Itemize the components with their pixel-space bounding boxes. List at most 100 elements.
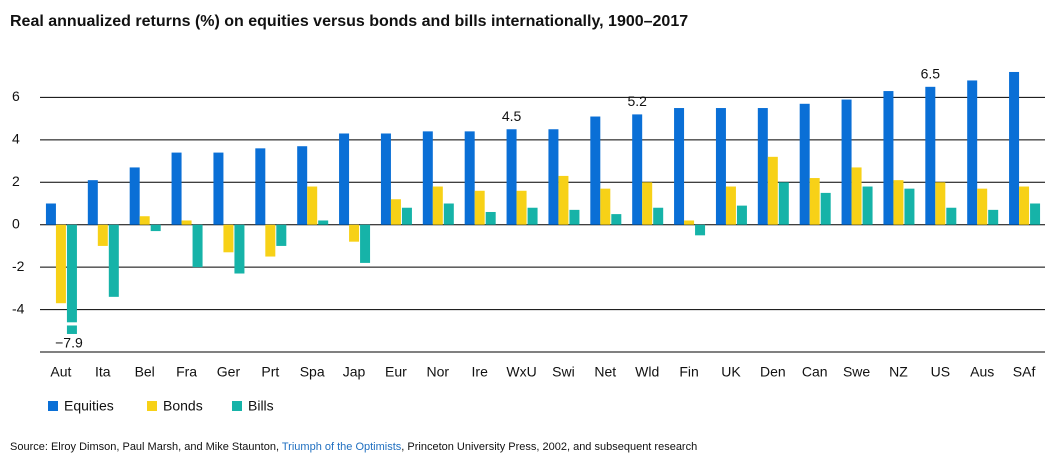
bar bbox=[108, 224, 119, 297]
bar bbox=[97, 224, 108, 246]
bar bbox=[360, 224, 371, 263]
y-tick-label: 0 bbox=[12, 215, 20, 231]
bar bbox=[767, 156, 778, 225]
bar bbox=[674, 108, 685, 225]
bar bbox=[809, 178, 820, 225]
bar bbox=[715, 108, 726, 225]
y-tick-label: 6 bbox=[12, 88, 20, 104]
bar bbox=[642, 182, 653, 225]
bar bbox=[66, 224, 77, 334]
bar bbox=[171, 152, 182, 225]
bar bbox=[548, 129, 559, 225]
x-tick-label: NZ bbox=[889, 364, 908, 380]
bar bbox=[401, 207, 412, 225]
x-tick-label: Fin bbox=[679, 364, 698, 380]
source-prefix: Source: Elroy Dimson, Paul Marsh, and Mi… bbox=[10, 441, 282, 453]
legend-swatch bbox=[48, 401, 58, 411]
y-tick-label: -4 bbox=[12, 300, 25, 316]
bar bbox=[87, 180, 98, 225]
bar bbox=[1030, 203, 1041, 225]
bar bbox=[799, 103, 810, 225]
bar bbox=[558, 175, 569, 225]
data-label: 4.5 bbox=[502, 108, 522, 124]
bar bbox=[223, 224, 234, 253]
source: Source: Elroy Dimson, Paul Marsh, and Mi… bbox=[10, 441, 697, 453]
bar bbox=[883, 91, 894, 225]
data-label: 5.2 bbox=[627, 93, 647, 109]
bar bbox=[736, 205, 747, 225]
x-tick-label: Fra bbox=[176, 364, 197, 380]
bar bbox=[862, 186, 873, 225]
x-tick-label: WxU bbox=[506, 364, 536, 380]
source-link[interactable]: Triumph of the Optimists bbox=[282, 441, 402, 453]
bar bbox=[893, 180, 904, 225]
legend-swatch bbox=[147, 401, 157, 411]
bar bbox=[129, 167, 140, 225]
bar bbox=[506, 129, 517, 225]
x-tick-label: Eur bbox=[385, 364, 407, 380]
bar bbox=[55, 224, 66, 304]
bar bbox=[474, 190, 485, 225]
bar bbox=[432, 186, 443, 225]
bar bbox=[925, 86, 936, 225]
data-label: 6.5 bbox=[921, 66, 941, 82]
bar bbox=[150, 224, 161, 232]
x-tick-label: Ire bbox=[472, 364, 489, 380]
legend-label: Bonds bbox=[163, 398, 203, 414]
bar bbox=[632, 114, 643, 225]
x-tick-label: Aut bbox=[50, 364, 71, 380]
x-tick-label: Can bbox=[802, 364, 828, 380]
bar bbox=[757, 108, 768, 225]
bar bbox=[139, 216, 150, 225]
y-tick-label: -2 bbox=[12, 258, 25, 274]
bar bbox=[255, 148, 266, 225]
x-tick-label: Ger bbox=[217, 364, 241, 380]
x-tick-label: Swe bbox=[843, 364, 870, 380]
bar bbox=[1019, 186, 1030, 225]
y-tick-label: 2 bbox=[12, 173, 20, 189]
x-tick-label: Jap bbox=[343, 364, 366, 380]
bar bbox=[307, 186, 318, 225]
bar bbox=[297, 146, 308, 225]
bar bbox=[349, 224, 360, 242]
bar bbox=[851, 167, 862, 225]
x-tick-label: Prt bbox=[261, 364, 279, 380]
bar bbox=[820, 192, 831, 225]
bar bbox=[569, 209, 580, 225]
bar bbox=[778, 182, 789, 225]
legend-label: Bills bbox=[248, 398, 274, 414]
bar bbox=[192, 224, 203, 268]
bar bbox=[318, 220, 329, 225]
x-tick-label: Ita bbox=[95, 364, 111, 380]
bar bbox=[181, 220, 192, 225]
bar bbox=[904, 188, 915, 225]
bar bbox=[276, 224, 287, 246]
bar bbox=[464, 131, 475, 225]
bar bbox=[977, 188, 988, 225]
bar bbox=[516, 190, 527, 225]
bar bbox=[725, 186, 736, 225]
bar bbox=[946, 207, 957, 225]
x-tick-label: Aus bbox=[970, 364, 994, 380]
bar bbox=[600, 188, 611, 225]
bar bbox=[527, 207, 538, 225]
bar bbox=[485, 211, 496, 225]
x-tick-label: SAf bbox=[1013, 364, 1036, 380]
bar bbox=[422, 131, 433, 225]
bar bbox=[653, 207, 664, 225]
bar bbox=[935, 182, 946, 225]
bar bbox=[390, 199, 401, 225]
bar bbox=[1009, 71, 1020, 225]
bar bbox=[988, 209, 999, 225]
legend-label: Equities bbox=[64, 398, 114, 414]
chart-title: Real annualized returns (%) on equities … bbox=[10, 13, 688, 30]
bar bbox=[234, 224, 245, 274]
bar bbox=[695, 224, 706, 236]
data-label: −7.9 bbox=[55, 335, 83, 351]
bar bbox=[684, 220, 695, 225]
bar bbox=[339, 133, 350, 225]
bar bbox=[265, 224, 276, 257]
bar bbox=[380, 133, 391, 225]
x-tick-label: Swi bbox=[552, 364, 575, 380]
